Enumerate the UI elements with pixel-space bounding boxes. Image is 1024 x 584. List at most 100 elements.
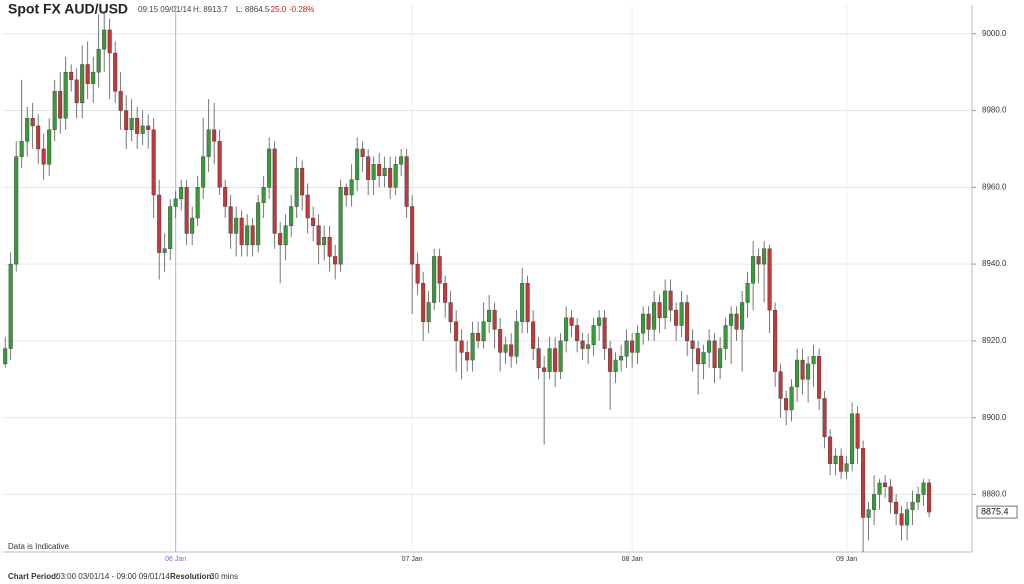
candle-body [712, 340, 717, 368]
low-label: L: 8864.5 [236, 5, 270, 14]
candle-body [503, 344, 508, 353]
candle-body [850, 413, 855, 464]
candle-body [624, 340, 629, 357]
candle-body [118, 91, 123, 111]
y-tick-label: 8940.0 [982, 259, 1007, 268]
candle-body [481, 321, 486, 342]
x-tick-label: 09 Jan [836, 556, 857, 563]
candle-body [311, 217, 316, 226]
candle-body [63, 71, 68, 119]
candle-body [866, 509, 871, 518]
candle-body [762, 248, 767, 265]
candle-body [498, 329, 503, 353]
candle-body [465, 352, 470, 361]
candle-body [597, 317, 602, 326]
candle-body [129, 118, 134, 130]
candle-body [8, 263, 13, 349]
candle-body [278, 233, 283, 246]
candle-body [707, 340, 712, 353]
candle-body [107, 29, 112, 54]
candle-body [723, 325, 728, 349]
candle-body [52, 91, 57, 130]
candle-body [547, 348, 552, 372]
candle-body [272, 148, 277, 234]
candle-body [729, 313, 734, 326]
candle-body [410, 206, 415, 265]
candle-body [454, 321, 459, 342]
candle-body [613, 359, 618, 372]
candle-body [564, 317, 569, 342]
candle-body [151, 129, 156, 196]
candle-body [492, 309, 497, 330]
candle-body [212, 129, 217, 142]
candle-body [657, 302, 662, 319]
candle-body [382, 167, 387, 177]
candle-body [575, 325, 580, 342]
candle-body [679, 302, 684, 326]
candle-body [305, 194, 310, 219]
candle-body [173, 198, 178, 207]
candle-body [899, 513, 904, 526]
candle-body [558, 340, 563, 372]
candle-body [921, 482, 926, 495]
candle-body [690, 340, 695, 349]
candle-body [514, 321, 519, 357]
candle-body [883, 482, 888, 487]
candle-body [19, 141, 24, 157]
candle-body [168, 206, 173, 249]
x-tick-label: 07 Jan [402, 556, 423, 563]
candle-body [443, 283, 448, 303]
candle-body [476, 333, 481, 342]
candle-body [767, 248, 772, 311]
candle-body [910, 501, 915, 510]
candle-body [195, 187, 200, 219]
candle-body [652, 302, 657, 330]
candle-body [569, 317, 574, 326]
candle-body [437, 256, 442, 284]
change: -25.0 [268, 5, 287, 14]
candle-body [217, 141, 222, 188]
candle-body [888, 486, 893, 503]
candle-body [751, 256, 756, 284]
candle-body [531, 321, 536, 349]
candle-body [85, 64, 90, 84]
candle-body [630, 340, 635, 353]
candle-body [58, 91, 63, 119]
candle-body [602, 317, 607, 349]
candle-body [3, 348, 8, 365]
candle-body [377, 164, 382, 177]
last-price-box [976, 505, 1018, 519]
candle-body [525, 283, 530, 322]
candle-body [30, 118, 35, 127]
candle-body [432, 256, 437, 303]
candle-body [421, 283, 426, 322]
x-tick-label: 08 Jan [622, 556, 643, 563]
candle-body [800, 359, 805, 380]
candle-body [80, 64, 85, 104]
candle-body [179, 187, 184, 200]
x-tick-label: 06 Jan [165, 556, 186, 563]
candle-body [162, 248, 167, 253]
candle-body [740, 302, 745, 330]
candle-body [349, 179, 354, 196]
candle-body [773, 309, 778, 372]
candle-body [696, 348, 701, 365]
candle-body [201, 156, 206, 188]
y-tick-label: 8980.0 [982, 106, 1007, 115]
period: 03:00 03/01/14 - 09:00 09/01/14 [56, 572, 170, 581]
candle-body [239, 217, 244, 246]
candle-body [74, 79, 79, 104]
candle-body [674, 309, 679, 326]
candle-body [833, 455, 838, 464]
candle-body [470, 333, 475, 361]
candle-body [789, 386, 794, 411]
candle-body [388, 167, 393, 188]
candle-body [745, 283, 750, 303]
candle-body [344, 187, 349, 196]
candle-body [399, 156, 404, 165]
candle-body [41, 148, 46, 165]
candle-body [586, 344, 591, 349]
last-price-label: 8875.4 [981, 506, 1009, 516]
candle-body [102, 29, 107, 50]
candle-body [778, 371, 783, 399]
